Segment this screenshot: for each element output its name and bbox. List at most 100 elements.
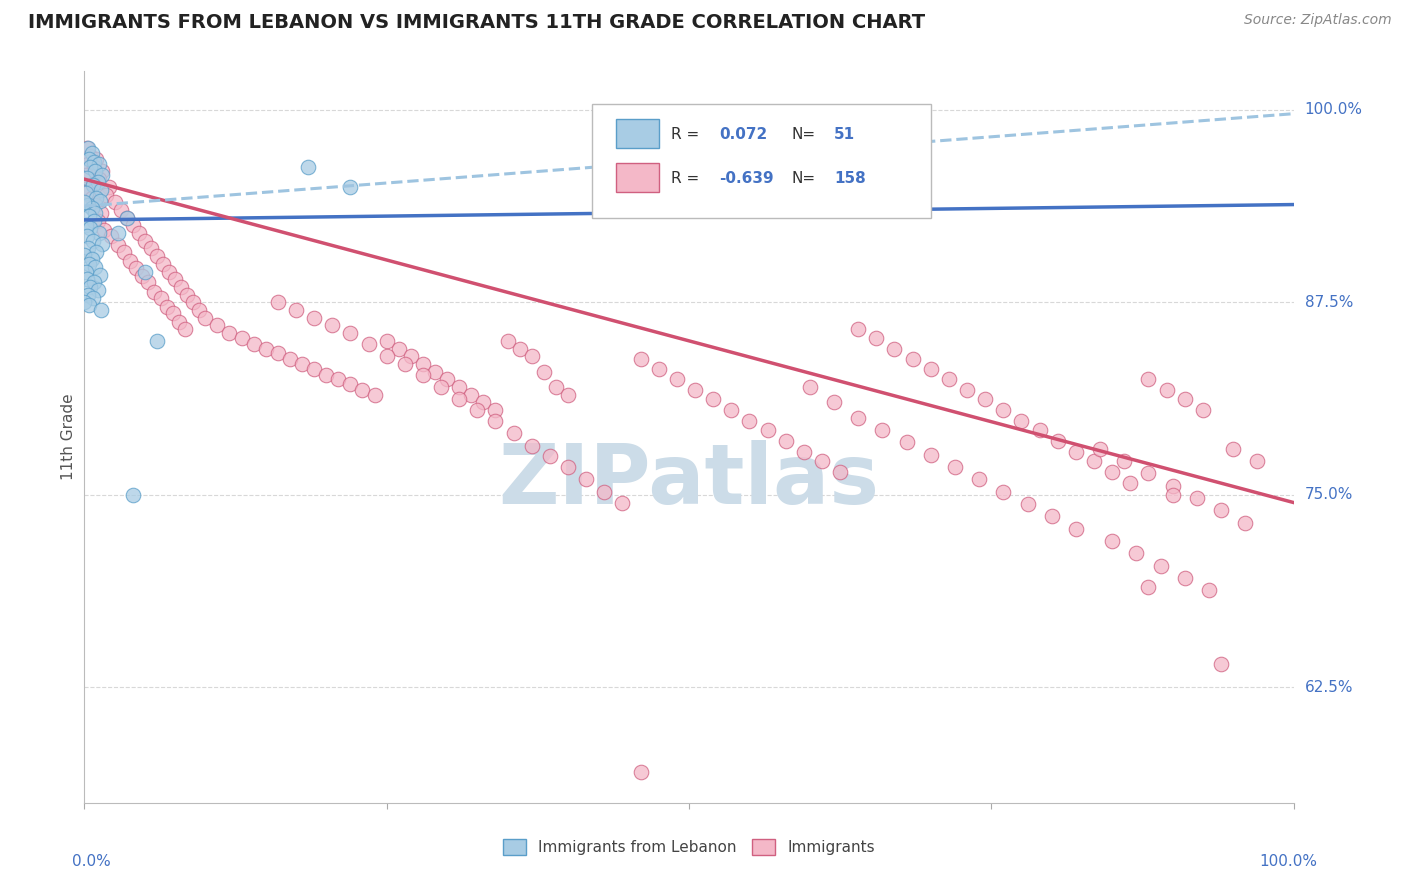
Point bbox=[484, 414, 506, 428]
Point bbox=[181, 295, 204, 310]
Point bbox=[472, 395, 495, 409]
Point bbox=[430, 380, 453, 394]
Point bbox=[86, 175, 108, 189]
Point bbox=[394, 357, 416, 371]
Text: N=: N= bbox=[792, 127, 815, 142]
Point bbox=[170, 280, 193, 294]
Point bbox=[76, 229, 98, 244]
Point bbox=[557, 460, 579, 475]
Point bbox=[131, 269, 153, 284]
Point bbox=[87, 157, 110, 171]
Point bbox=[1125, 546, 1147, 560]
Point bbox=[79, 149, 101, 163]
Point bbox=[738, 414, 761, 428]
Point bbox=[846, 410, 869, 425]
Point bbox=[943, 460, 966, 475]
Point bbox=[86, 152, 108, 166]
Point bbox=[80, 145, 103, 160]
Point bbox=[73, 195, 96, 210]
Point bbox=[793, 444, 815, 458]
Point bbox=[90, 183, 112, 197]
Point bbox=[1174, 392, 1197, 407]
Point bbox=[339, 326, 361, 340]
Point bbox=[1137, 580, 1160, 594]
Point bbox=[1083, 454, 1105, 468]
Point bbox=[630, 352, 652, 367]
Y-axis label: 11th Grade: 11th Grade bbox=[60, 393, 76, 481]
Point bbox=[1064, 444, 1087, 458]
Point bbox=[75, 264, 97, 278]
Point bbox=[799, 380, 821, 394]
Point bbox=[557, 388, 579, 402]
Text: 0.072: 0.072 bbox=[720, 127, 768, 142]
Point bbox=[110, 202, 132, 217]
Point bbox=[125, 261, 148, 276]
Point bbox=[436, 372, 458, 386]
Text: R =: R = bbox=[671, 170, 699, 186]
Point bbox=[683, 383, 706, 397]
Point bbox=[297, 160, 319, 174]
Point bbox=[80, 202, 103, 216]
Point bbox=[1161, 488, 1184, 502]
Point bbox=[176, 287, 198, 301]
Point bbox=[84, 260, 107, 274]
Point bbox=[84, 206, 107, 220]
Point bbox=[84, 198, 107, 212]
Point bbox=[575, 472, 598, 486]
Point bbox=[993, 403, 1015, 417]
Text: 51: 51 bbox=[834, 127, 855, 142]
FancyBboxPatch shape bbox=[592, 104, 931, 218]
Point bbox=[352, 383, 374, 397]
Point bbox=[321, 318, 343, 333]
Point bbox=[1011, 414, 1033, 428]
Point bbox=[86, 191, 108, 205]
Point bbox=[865, 331, 887, 345]
Point bbox=[89, 268, 111, 282]
Point bbox=[83, 155, 105, 169]
Point bbox=[956, 383, 979, 397]
Point bbox=[1198, 583, 1220, 598]
Point bbox=[1161, 478, 1184, 492]
Point bbox=[82, 234, 104, 248]
Point bbox=[87, 172, 110, 186]
Point bbox=[775, 434, 797, 448]
Point bbox=[83, 276, 105, 290]
Point bbox=[533, 365, 555, 379]
Point bbox=[97, 179, 120, 194]
Point bbox=[315, 368, 337, 382]
Point bbox=[1156, 383, 1178, 397]
Point bbox=[80, 191, 103, 205]
Point bbox=[284, 303, 308, 318]
Point bbox=[496, 334, 519, 348]
Point bbox=[1101, 465, 1123, 479]
Point bbox=[134, 264, 156, 278]
Point bbox=[291, 357, 314, 371]
Point bbox=[1222, 442, 1244, 456]
Point bbox=[883, 342, 905, 356]
Point bbox=[107, 238, 129, 252]
Point bbox=[188, 303, 211, 318]
Bar bbox=[616, 163, 659, 192]
Point bbox=[920, 448, 942, 462]
Point bbox=[302, 361, 325, 376]
Point bbox=[167, 315, 190, 329]
Point bbox=[91, 168, 114, 182]
Point bbox=[218, 326, 240, 340]
Point bbox=[75, 186, 97, 200]
Point bbox=[121, 488, 143, 502]
Text: 75.0%: 75.0% bbox=[1305, 487, 1353, 502]
Point bbox=[77, 152, 100, 166]
Point bbox=[77, 198, 100, 212]
Point bbox=[162, 306, 184, 320]
Point bbox=[82, 291, 104, 305]
Point bbox=[86, 244, 108, 259]
Point bbox=[254, 342, 277, 356]
Point bbox=[593, 484, 616, 499]
Text: -0.639: -0.639 bbox=[720, 170, 773, 186]
Point bbox=[207, 318, 229, 333]
Point bbox=[823, 395, 845, 409]
Point bbox=[91, 164, 114, 178]
Point bbox=[157, 264, 180, 278]
Point bbox=[920, 361, 942, 376]
Point bbox=[267, 346, 290, 360]
